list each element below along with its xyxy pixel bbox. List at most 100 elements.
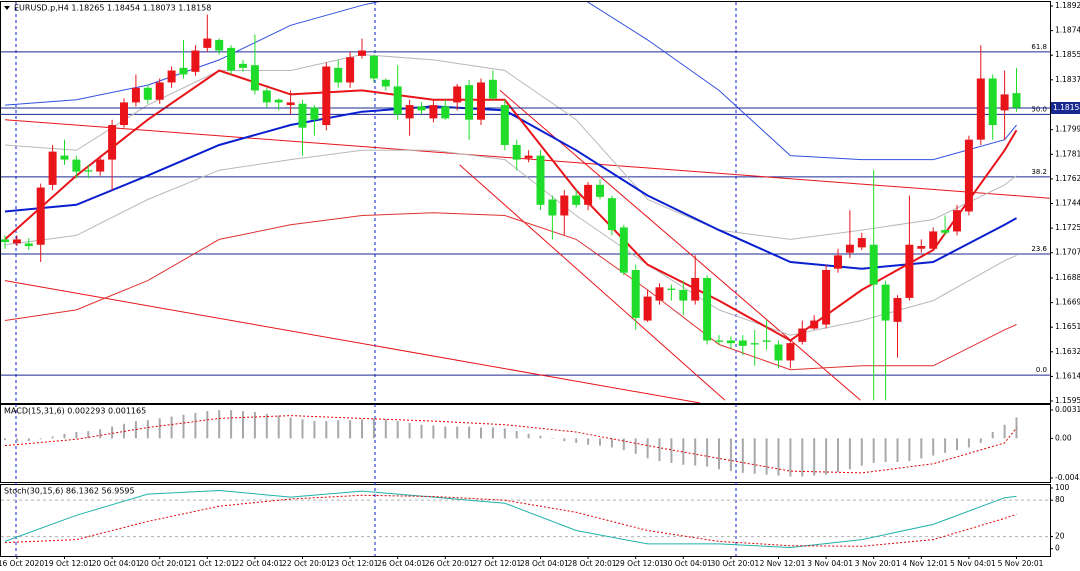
candle-body (298, 103, 307, 128)
candle-body (120, 102, 128, 126)
y-tick-label: 1.17625 (1055, 174, 1080, 183)
candle-body (488, 79, 497, 99)
macd-bar (599, 438, 601, 446)
menu-arrow[interactable] (4, 6, 10, 10)
macd-bar (51, 436, 54, 439)
x-tick-label: 5 Nov 20:01 (998, 559, 1044, 568)
x-tick-label: 20 Oct 04:01 (92, 559, 141, 568)
macd-bar (123, 423, 125, 439)
y-tick-label: 0 (1055, 544, 1060, 553)
macd-bar (610, 438, 613, 448)
macd-bar (27, 438, 30, 442)
macd-bar (432, 425, 435, 439)
macd-bar (563, 438, 566, 442)
macd-bar (277, 415, 280, 439)
macd-bar (289, 417, 292, 439)
x-tick-label: 30 Oct 04:01 (663, 559, 712, 568)
y-tick-label: 20 (1055, 532, 1065, 541)
macd-bar (944, 438, 947, 453)
macd-bar (408, 422, 411, 439)
trend-line (459, 164, 726, 401)
indicator-line (4, 53, 1017, 240)
x-tick-label: 20 Oct 20:01 (139, 559, 188, 568)
fib-label: 23.6 (1031, 245, 1047, 253)
candle-body (762, 340, 771, 342)
candle-body (203, 38, 212, 48)
candle-body (215, 39, 224, 51)
candle-body (548, 199, 557, 216)
candle-body (715, 340, 723, 342)
macd-bar (634, 438, 637, 454)
last-price-box (1051, 102, 1080, 115)
macd-bar (979, 438, 982, 443)
macd-bar (480, 427, 482, 439)
candle-body (976, 78, 985, 140)
macd-bar (515, 431, 518, 439)
candle-body (274, 99, 283, 103)
candle-body (667, 288, 676, 290)
macd-bar (1003, 424, 1006, 439)
macd-bar (729, 438, 732, 472)
candle-body (286, 102, 295, 106)
x-tick-label: 5 Nov 04:01 (950, 559, 996, 568)
candle-body (262, 90, 271, 103)
price-plot: 61.8 50.0 38.2 23.6 0.0 (1, 2, 1050, 403)
x-tick-label: 29 Oct 12:01 (615, 559, 664, 568)
macd-bar (218, 410, 221, 439)
macd-bar (182, 414, 185, 439)
candle-body (917, 246, 926, 249)
candle-body (607, 198, 616, 231)
candle-body (48, 151, 57, 185)
x-tick-label: 27 Oct 12:01 (472, 559, 521, 568)
candle-body (643, 296, 652, 321)
candle-body (893, 297, 902, 322)
candle-body (310, 107, 319, 120)
candle-body (143, 87, 152, 100)
macd-bar (372, 418, 375, 439)
macd-bar (349, 420, 352, 439)
candle-body (36, 187, 45, 245)
macd-bar (39, 438, 42, 440)
candle-body (84, 170, 93, 172)
candle-body (810, 320, 819, 329)
candle-body (881, 284, 890, 321)
macd-bar (242, 411, 244, 439)
y-tick-label: 80 (1055, 495, 1065, 504)
candle-body (774, 344, 783, 361)
candle-body (24, 243, 33, 247)
macd-bar (527, 433, 530, 439)
trend-line (4, 280, 701, 403)
macd-bar (718, 438, 720, 470)
candle-body (465, 85, 474, 120)
candle-body (60, 155, 69, 160)
candle-body (405, 105, 414, 119)
candle-body (536, 155, 545, 205)
macd-bar (456, 426, 459, 439)
candle-body (857, 238, 866, 248)
candle-body (703, 277, 712, 341)
candle-body (96, 159, 105, 172)
macd-bar (384, 419, 387, 439)
x-tick-label: 3 Nov 04:01 (807, 559, 853, 568)
macd-bar (884, 438, 887, 462)
candle-body (227, 47, 236, 71)
x-tick-label: 28 Oct 20:01 (568, 559, 617, 568)
candle-body (941, 230, 950, 233)
candle-body (738, 340, 747, 346)
candle-body (560, 195, 569, 216)
stoch-line (4, 489, 1017, 549)
macd-bar (337, 420, 340, 439)
y-tick-label: 1.16140 (1055, 371, 1080, 380)
stoch-plot (1, 489, 1050, 549)
candle-body (155, 82, 164, 100)
y-tick-label: 100 (1055, 483, 1070, 492)
chart-title: EURUSD.p,H4 1.18265 1.18454 1.18073 1.18… (14, 4, 211, 13)
candle-body (691, 277, 700, 301)
candle-body (453, 86, 462, 103)
candle-body (250, 65, 259, 91)
y-tick-label: 1.17810 (1055, 149, 1080, 158)
signal-line (4, 415, 1017, 474)
macd-bar (872, 438, 875, 463)
y-tick-label: 0.00 (1055, 433, 1072, 442)
candle-body (417, 106, 426, 111)
